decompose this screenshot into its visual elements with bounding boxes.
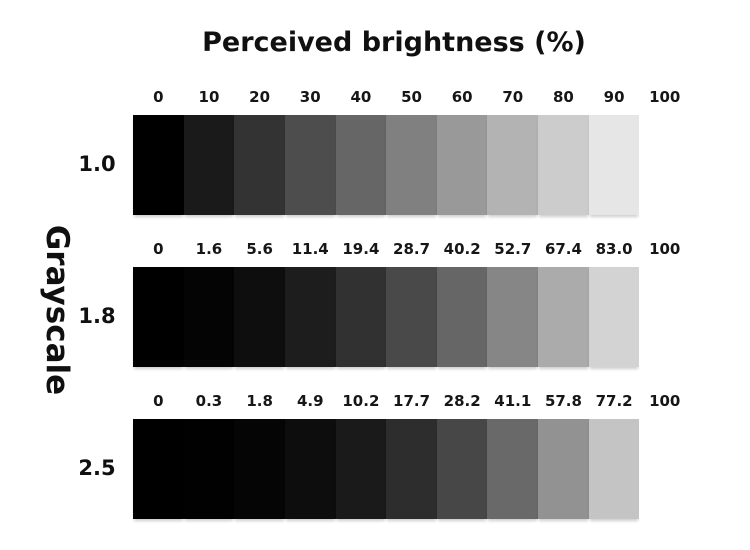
brightness-label: 100 (649, 240, 681, 258)
brightness-label: 28.7 (393, 240, 431, 258)
gray-segment (538, 267, 589, 367)
brightness-label: 10 (198, 88, 220, 106)
brightness-label: 80 (553, 88, 574, 106)
brightness-label: 5.6 (246, 240, 273, 258)
brightness-label: 60 (451, 88, 473, 106)
gamma-value-label: 2.5 (78, 456, 116, 480)
grayscale-strip (133, 419, 691, 519)
brightness-label: 100 (649, 392, 681, 410)
gray-segment (639, 267, 691, 367)
brightness-label: 50 (401, 88, 422, 106)
gray-segment (588, 115, 640, 215)
gray-segment (386, 115, 437, 215)
gray-segment (487, 419, 539, 519)
figure-title: Perceived brightness (%) (202, 27, 586, 58)
brightness-label: 10.2 (342, 392, 380, 410)
gray-segment (284, 115, 336, 215)
gray-segment (639, 115, 691, 215)
brightness-labels: 0 1.6 5.6 11.4 19.4 28.7 40.2 52.7 67.4 83.0 100 (133, 239, 690, 259)
brightness-label: 30 (299, 88, 321, 106)
brightness-label: 20 (249, 88, 271, 106)
gray-segment (234, 419, 285, 519)
gray-segment (183, 419, 235, 519)
gray-segment (183, 267, 235, 367)
brightness-label: 0 (153, 88, 164, 106)
gray-segment (133, 267, 184, 367)
brightness-label: 57.8 (544, 392, 582, 410)
gray-segment (335, 267, 387, 367)
brightness-label: 52.7 (494, 240, 532, 258)
gray-segment (538, 419, 589, 519)
gray-segment (436, 115, 488, 215)
gray-segment (436, 419, 488, 519)
brightness-label: 0 (153, 240, 164, 258)
brightness-label: 67.4 (544, 240, 582, 258)
gray-segment (487, 115, 539, 215)
brightness-label: 83.0 (595, 240, 633, 258)
brightness-label: 100 (649, 88, 681, 106)
gamma-value-label: 1.0 (78, 152, 116, 176)
brightness-label: 1.8 (246, 392, 273, 410)
gray-segment (386, 419, 437, 519)
brightness-label: 0.3 (195, 392, 223, 410)
gray-segment (436, 267, 488, 367)
gray-segment (234, 267, 285, 367)
gray-segment (133, 419, 184, 519)
gray-segment (335, 419, 387, 519)
gray-segment (234, 115, 285, 215)
gray-segment (183, 115, 235, 215)
brightness-label: 77.2 (595, 392, 633, 410)
brightness-label: 17.7 (393, 392, 431, 410)
gray-segment (487, 267, 539, 367)
brightness-label: 40 (350, 88, 372, 106)
gray-segment (639, 419, 691, 519)
gray-segment (538, 115, 589, 215)
gamma-value-label: 1.8 (78, 304, 116, 328)
gray-segment (133, 115, 184, 215)
gray-segment (335, 115, 387, 215)
grayscale-strip (133, 267, 691, 367)
gamma-row: 2.5 0 0.3 1.8 4.9 10.2 17.7 28.2 41.1 57.8 77.2 100 (78, 391, 691, 519)
brightness-label: 4.9 (296, 392, 324, 410)
brightness-labels: 0 10 20 30 40 50 60 70 80 90 100 (133, 87, 690, 107)
gray-segment (588, 267, 640, 367)
brightness-label: 19.4 (342, 240, 380, 258)
brightness-label: 90 (603, 88, 625, 106)
grayscale-strip (133, 115, 691, 215)
gray-segment (284, 267, 336, 367)
gamma-row: 1.8 0 1.6 5.6 11.4 19.4 28.7 40.2 52.7 67.4 83.0 10… (78, 239, 691, 367)
brightness-label: 0 (153, 392, 164, 410)
gray-segment (284, 419, 336, 519)
brightness-label: 1.6 (195, 240, 223, 258)
brightness-label: 70 (502, 88, 524, 106)
brightness-label: 11.4 (291, 240, 329, 258)
gamma-row: 1.0 0 10 20 30 40 50 60 70 80 90 100 (78, 87, 691, 215)
gray-segment (386, 267, 437, 367)
brightness-label: 28.2 (443, 392, 481, 410)
brightness-labels: 0 0.3 1.8 4.9 10.2 17.7 28.2 41.1 57.8 77.2 100 (133, 391, 690, 411)
gray-segment (588, 419, 640, 519)
brightness-label: 40.2 (443, 240, 481, 258)
brightness-label: 41.1 (494, 392, 532, 410)
